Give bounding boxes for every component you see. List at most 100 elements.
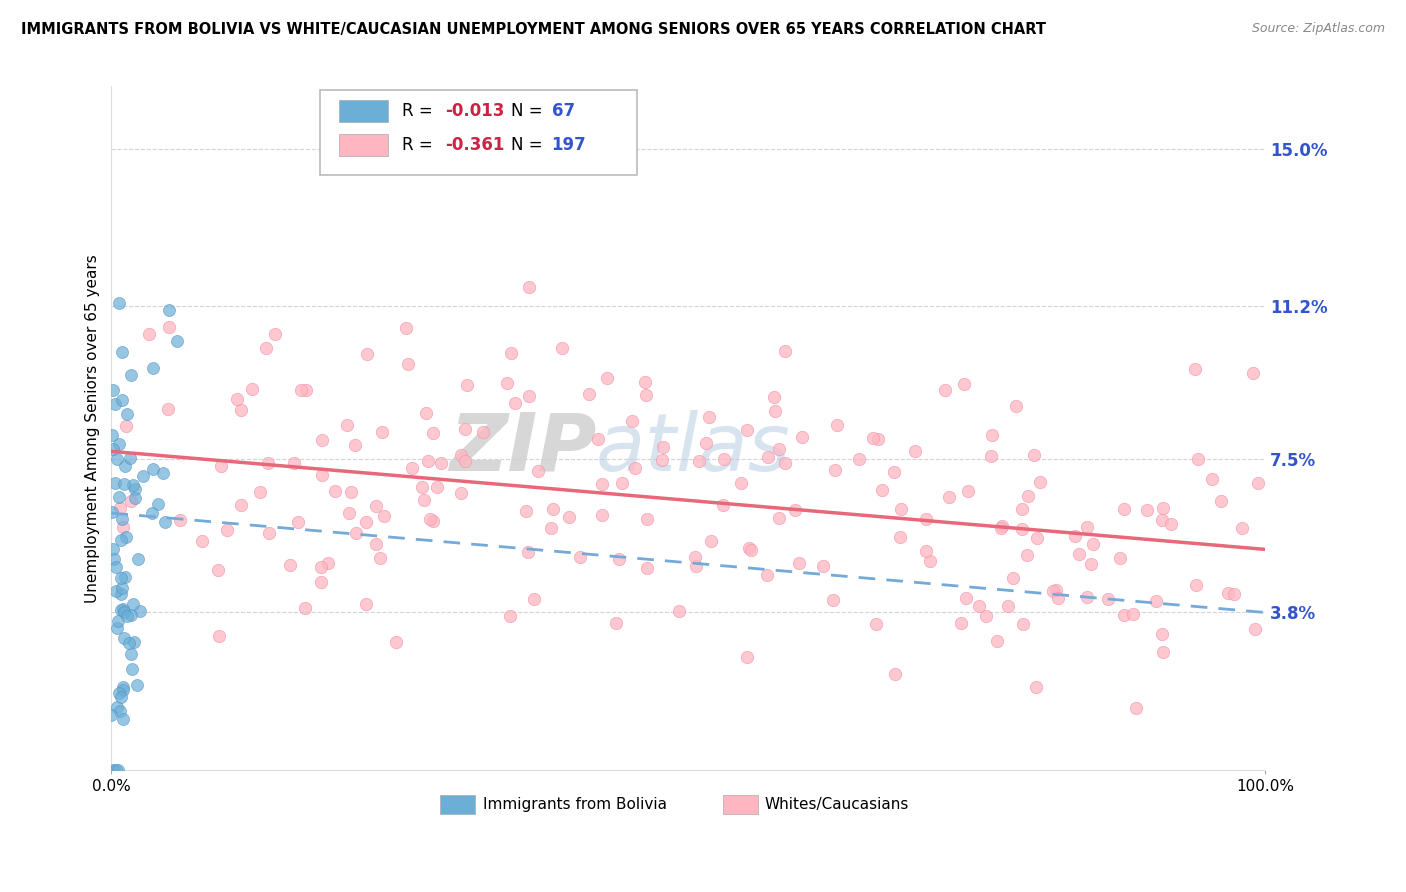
Whites/Caucasians [990,521,1012,535]
Whites/Caucasians [821,593,844,607]
Immigrants from Bolivia [121,662,143,676]
Immigrants from Bolivia [157,302,180,317]
Immigrants from Bolivia [114,570,136,584]
Text: atlas: atlas [596,409,790,488]
Whites/Caucasians [848,451,870,466]
Immigrants from Bolivia [108,296,131,310]
Whites/Caucasians [495,376,517,390]
Whites/Caucasians [426,480,449,494]
Whites/Caucasians [311,433,333,447]
Whites/Caucasians [471,425,494,439]
Whites/Caucasians [354,597,377,611]
Immigrants from Bolivia [115,609,138,624]
Whites/Caucasians [418,454,440,468]
FancyBboxPatch shape [723,795,758,814]
Immigrants from Bolivia [142,360,165,375]
Immigrants from Bolivia [125,678,148,692]
Whites/Caucasians [668,604,690,618]
Whites/Caucasians [586,432,609,446]
Whites/Caucasians [294,383,316,397]
Immigrants from Bolivia [122,597,145,611]
Whites/Caucasians [711,498,734,512]
Whites/Caucasians [519,388,541,402]
Whites/Caucasians [884,667,907,681]
Immigrants from Bolivia [103,551,125,566]
Whites/Caucasians [169,513,191,527]
Immigrants from Bolivia [108,685,131,699]
Whites/Caucasians [450,448,472,462]
Immigrants from Bolivia [101,505,124,519]
Immigrants from Bolivia [142,462,165,476]
Text: IMMIGRANTS FROM BOLIVIA VS WHITE/CAUCASIAN UNEMPLOYMENT AMONG SENIORS OVER 65 YE: IMMIGRANTS FROM BOLIVIA VS WHITE/CAUCASI… [21,22,1046,37]
Whites/Caucasians [138,326,160,341]
Whites/Caucasians [456,377,478,392]
Whites/Caucasians [517,280,540,294]
Immigrants from Bolivia [100,708,122,723]
Immigrants from Bolivia [111,392,134,407]
Whites/Caucasians [773,456,796,470]
Immigrants from Bolivia [120,647,142,661]
Whites/Caucasians [454,422,477,436]
Whites/Caucasians [990,518,1012,533]
Whites/Caucasians [384,635,406,649]
Immigrants from Bolivia [112,605,135,619]
Whites/Caucasians [527,464,550,478]
Whites/Caucasians [311,467,333,482]
Whites/Caucasians [1136,503,1159,517]
Whites/Caucasians [1064,529,1087,543]
Immigrants from Bolivia [104,763,127,777]
Whites/Caucasians [430,457,453,471]
Immigrants from Bolivia [112,683,135,698]
Whites/Caucasians [1001,571,1024,585]
Whites/Caucasians [454,454,477,468]
Whites/Caucasians [336,417,359,432]
Immigrants from Bolivia [111,582,134,596]
Whites/Caucasians [501,346,523,360]
Whites/Caucasians [591,508,613,523]
Whites/Caucasians [337,506,360,520]
Text: 67: 67 [551,102,575,120]
Immigrants from Bolivia [111,345,134,359]
Whites/Caucasians [634,376,657,390]
Whites/Caucasians [938,490,960,504]
Immigrants from Bolivia [104,397,127,411]
Whites/Caucasians [824,463,846,477]
Whites/Caucasians [240,382,263,396]
Whites/Caucasians [695,435,717,450]
Text: -0.361: -0.361 [446,136,505,154]
Whites/Caucasians [865,616,887,631]
Whites/Caucasians [986,633,1008,648]
Immigrants from Bolivia [105,559,128,574]
Whites/Caucasians [1187,451,1209,466]
Whites/Caucasians [283,456,305,470]
FancyBboxPatch shape [440,795,475,814]
Whites/Caucasians [254,341,277,355]
Whites/Caucasians [1184,361,1206,376]
Whites/Caucasians [730,476,752,491]
Whites/Caucasians [1097,592,1119,607]
Whites/Caucasians [967,599,990,614]
Whites/Caucasians [120,494,142,508]
Immigrants from Bolivia [112,601,135,615]
Whites/Caucasians [685,558,707,573]
Immigrants from Bolivia [105,700,128,714]
Whites/Caucasians [914,544,936,558]
Whites/Caucasians [683,550,706,565]
Whites/Caucasians [997,599,1019,613]
Whites/Caucasians [108,500,131,515]
Whites/Caucasians [955,591,977,605]
Text: Immigrants from Bolivia: Immigrants from Bolivia [482,797,666,813]
Whites/Caucasians [249,485,271,500]
Whites/Caucasians [419,512,441,526]
Immigrants from Bolivia [124,482,146,496]
Immigrants from Bolivia [105,621,128,635]
Text: R =: R = [402,136,437,154]
Whites/Caucasians [373,508,395,523]
FancyBboxPatch shape [319,90,637,175]
Whites/Caucasians [1247,475,1270,490]
Whites/Caucasians [773,344,796,359]
Whites/Caucasians [208,628,231,642]
Immigrants from Bolivia [110,690,132,705]
Whites/Caucasians [1216,586,1239,600]
Whites/Caucasians [395,321,418,335]
